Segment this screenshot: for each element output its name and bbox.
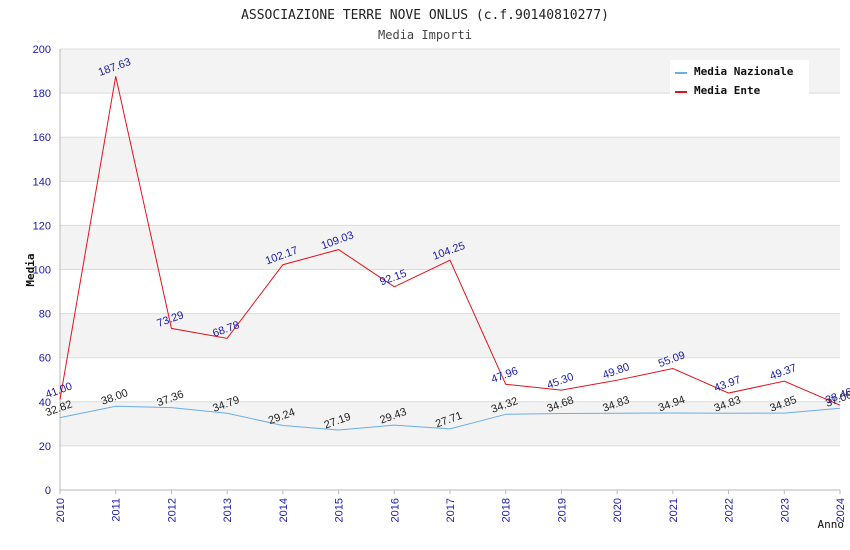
legend: Media Nazionale Media Ente xyxy=(670,60,809,97)
y-tick-label: 100 xyxy=(33,265,51,277)
y-tick-label: 60 xyxy=(39,353,51,365)
x-tick-label: 2022 xyxy=(724,498,736,522)
legend-label-media-ente: Media Ente xyxy=(694,84,761,97)
legend-box xyxy=(670,60,809,96)
data-label-media-ente: 49.37 xyxy=(768,362,798,383)
grid-band xyxy=(60,225,840,270)
x-tick-labels: 2010 2011 2012 2013 2014 2015 2016 2017 2018 2019… xyxy=(55,490,847,522)
x-tick-label: 2018 xyxy=(501,498,513,522)
x-tick-label: 2023 xyxy=(779,498,791,522)
y-tick-label: 200 xyxy=(33,44,51,56)
x-tick-label: 2017 xyxy=(445,498,457,522)
x-tick-label: 2013 xyxy=(222,498,234,522)
y-tick-label: 180 xyxy=(33,88,51,100)
data-label-media-ente: 92.15 xyxy=(378,268,408,289)
y-tick-label: 0 xyxy=(45,485,51,497)
y-axis-label: Media xyxy=(24,253,37,286)
x-tick-label: 2019 xyxy=(556,498,568,522)
y-tick-label: 120 xyxy=(33,220,51,232)
x-tick-label: 2020 xyxy=(612,498,624,522)
series-line-media-ente xyxy=(59,76,841,406)
x-tick-label: 2014 xyxy=(278,498,290,522)
grid-bands xyxy=(60,49,840,446)
y-tick-label: 160 xyxy=(33,132,51,144)
y-tick-label: 140 xyxy=(33,176,51,188)
x-tick-label: 2011 xyxy=(111,498,123,522)
y-tick-label: 40 xyxy=(39,397,51,409)
x-tick-label: 2012 xyxy=(166,498,178,522)
x-tick-label: 2024 xyxy=(835,498,847,522)
legend-label-media-nazionale: Media Nazionale xyxy=(694,65,794,78)
gridlines xyxy=(60,48,840,491)
grid-band xyxy=(60,313,840,358)
x-tick-label: 2015 xyxy=(334,498,346,522)
chart-title: ASSOCIAZIONE TERRE NOVE ONLUS (c.f.90140… xyxy=(241,8,609,23)
chart-subtitle: Media Importi xyxy=(378,28,472,42)
y-tick-label: 20 xyxy=(39,441,51,453)
x-tick-label: 2016 xyxy=(389,498,401,522)
grid-band xyxy=(60,137,840,182)
x-axis-label: Anno xyxy=(818,518,845,531)
x-tick-label: 2010 xyxy=(55,498,67,522)
y-tick-labels: 0 20 40 60 80 100 120 140 160 180 200 xyxy=(33,44,51,497)
series-lines xyxy=(59,76,841,431)
x-tick-label: 2021 xyxy=(668,498,680,522)
y-tick-label: 80 xyxy=(39,309,51,321)
series-line-media-nazionale xyxy=(59,405,841,431)
